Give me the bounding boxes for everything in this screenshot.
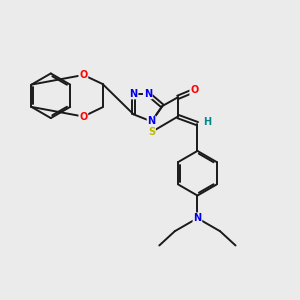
Text: S: S [148, 127, 155, 137]
Text: O: O [190, 85, 198, 95]
Text: N: N [130, 88, 138, 99]
Text: N: N [194, 213, 202, 223]
Text: O: O [79, 112, 88, 122]
Text: N: N [148, 116, 156, 127]
Text: O: O [79, 70, 88, 80]
Text: N: N [144, 88, 152, 99]
Text: H: H [203, 117, 211, 127]
